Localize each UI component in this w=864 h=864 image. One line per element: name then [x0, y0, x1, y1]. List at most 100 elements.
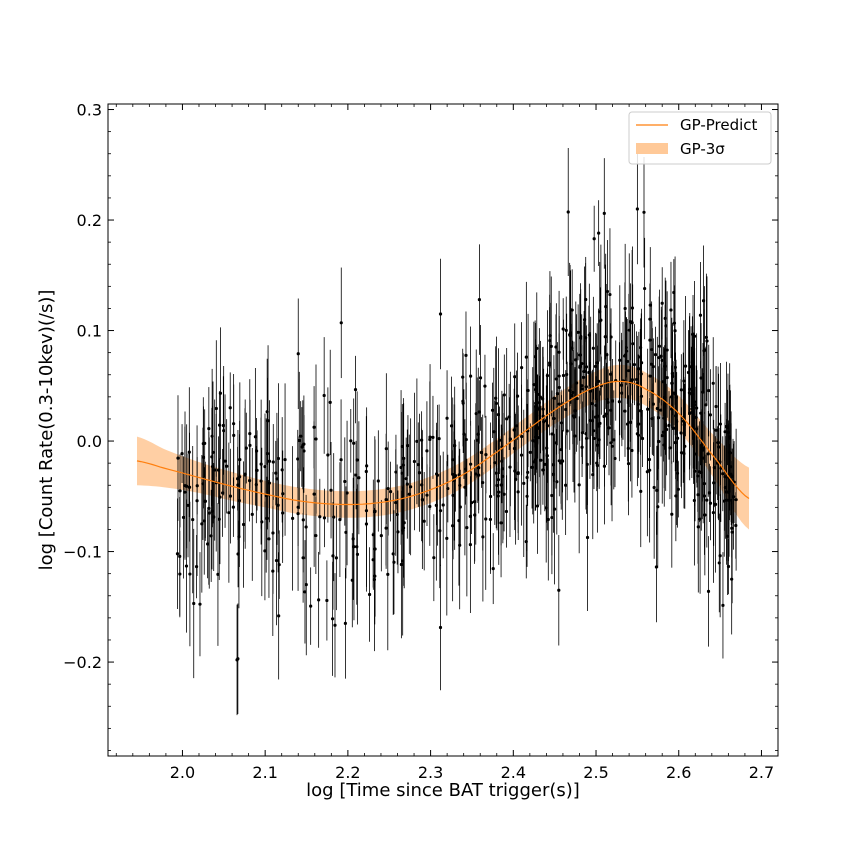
- data-point: [711, 442, 716, 583]
- point-marker: [696, 474, 700, 478]
- data-point: [296, 298, 300, 410]
- point-marker: [711, 510, 716, 515]
- data-point: [639, 313, 643, 435]
- data-point: [329, 442, 333, 539]
- data-point: [698, 444, 702, 594]
- data-point: [696, 440, 700, 512]
- data-point: [559, 389, 563, 510]
- legend-gp-predict-label: GP-Predict: [680, 116, 758, 134]
- x-axis-label: log [Time since BAT trigger(s)]: [306, 780, 580, 801]
- data-point: [248, 439, 252, 522]
- point-marker: [176, 456, 180, 460]
- point-marker: [228, 406, 232, 410]
- data-point: [714, 366, 718, 447]
- point-marker: [659, 408, 663, 412]
- data-point: [216, 436, 221, 504]
- point-marker: [672, 290, 676, 295]
- point-marker: [559, 448, 563, 452]
- point-marker: [711, 381, 715, 385]
- data-point: [469, 326, 473, 426]
- point-marker: [232, 433, 236, 437]
- data-point: [565, 361, 569, 501]
- point-marker: [228, 494, 232, 498]
- point-marker: [723, 485, 728, 490]
- y-tick-label: 0.1: [77, 322, 102, 341]
- point-marker: [214, 406, 218, 411]
- point-marker: [608, 372, 613, 376]
- point-marker: [339, 458, 343, 462]
- point-marker: [557, 459, 561, 463]
- data-point: [499, 424, 503, 546]
- point-marker: [705, 339, 709, 343]
- point-marker: [704, 335, 708, 339]
- point-marker: [534, 414, 538, 419]
- data-point: [667, 391, 671, 460]
- point-marker: [705, 498, 709, 502]
- data-point: [422, 472, 426, 571]
- point-marker: [314, 533, 318, 538]
- data-point: [508, 397, 512, 537]
- data-point: [534, 363, 538, 470]
- point-marker: [200, 522, 204, 526]
- data-point: [632, 324, 637, 406]
- data-point: [635, 153, 639, 265]
- data-point: [552, 369, 556, 428]
- point-marker: [312, 492, 316, 496]
- data-point: [561, 298, 565, 360]
- point-marker: [632, 363, 637, 367]
- point-marker: [333, 623, 337, 627]
- point-marker: [334, 556, 338, 560]
- point-marker: [325, 598, 329, 603]
- data-point: [255, 430, 259, 511]
- data-point: [548, 294, 552, 436]
- data-point: [496, 468, 500, 524]
- data-point: [188, 501, 192, 647]
- point-marker: [345, 491, 349, 495]
- point-marker: [186, 503, 190, 507]
- point-marker: [519, 453, 524, 457]
- point-marker: [453, 443, 457, 448]
- data-point: [708, 369, 712, 461]
- point-marker: [354, 473, 358, 477]
- x-tick-label: 2.5: [583, 763, 608, 782]
- data-point: [355, 488, 359, 605]
- axes-frame: [107, 103, 779, 757]
- point-marker: [296, 512, 300, 516]
- data-point: [683, 295, 688, 437]
- point-marker: [551, 472, 556, 476]
- point-marker: [569, 362, 573, 366]
- point-marker: [537, 392, 541, 397]
- data-point: [463, 419, 467, 556]
- data-point: [566, 147, 570, 276]
- data-point: [464, 311, 468, 400]
- point-marker: [407, 492, 411, 496]
- data-point: [483, 354, 487, 418]
- point-marker: [296, 352, 300, 356]
- point-marker: [195, 484, 199, 488]
- data-point: [478, 324, 483, 431]
- data-point: [223, 394, 227, 528]
- point-marker: [630, 306, 635, 310]
- point-marker: [731, 495, 736, 499]
- point-marker: [420, 497, 424, 502]
- data-point: [598, 287, 602, 355]
- data-point: [564, 435, 568, 536]
- data-point: [484, 415, 488, 494]
- point-marker: [437, 437, 441, 441]
- data-point: [333, 573, 337, 678]
- point-marker: [301, 518, 305, 522]
- point-marker: [494, 471, 498, 475]
- data-points: [175, 147, 738, 716]
- point-marker: [728, 436, 732, 440]
- data-point: [490, 382, 495, 439]
- point-marker: [343, 621, 347, 625]
- data-point: [465, 458, 469, 597]
- data-point: [516, 405, 520, 540]
- data-point: [648, 397, 652, 543]
- point-marker: [654, 565, 659, 569]
- data-point: [577, 416, 581, 554]
- point-marker: [223, 459, 227, 463]
- data-point: [623, 282, 627, 430]
- data-point: [291, 446, 295, 591]
- point-marker: [693, 403, 697, 407]
